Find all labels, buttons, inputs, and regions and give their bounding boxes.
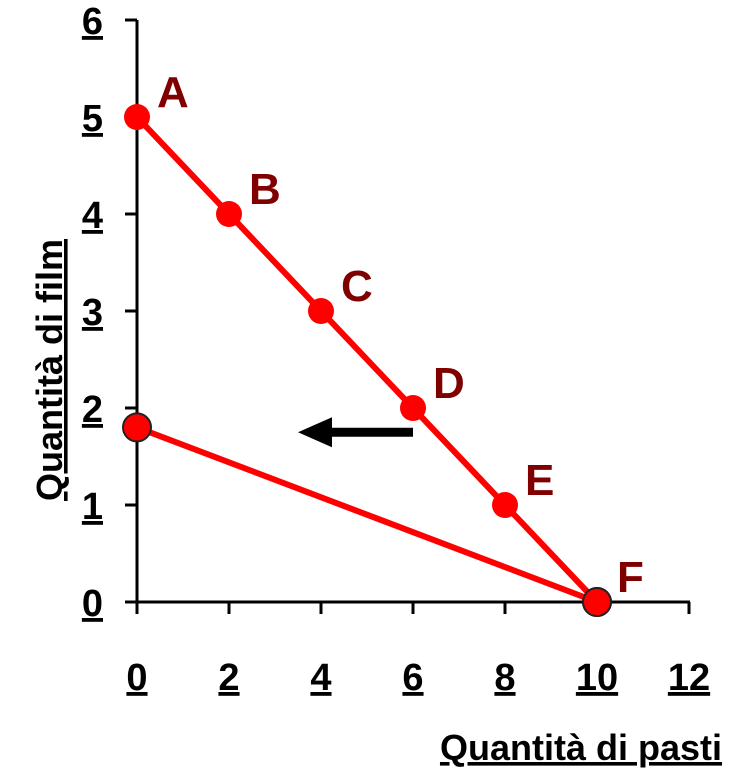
point-label: A (157, 68, 189, 117)
x-axis-title: Quantità di pasti (440, 727, 722, 768)
x-tick-label: 10 (576, 657, 618, 699)
y-axis-title: Quantità di film (29, 239, 70, 501)
x-tick-label: 12 (668, 657, 710, 699)
y-tick-label: 3 (82, 292, 103, 334)
shift-arrow-head (298, 417, 332, 448)
data-point (122, 412, 152, 443)
data-point (308, 298, 334, 324)
x-tick-label: 8 (494, 657, 515, 699)
y-tick-label: 2 (82, 389, 103, 431)
x-tick-label: 4 (310, 657, 331, 699)
x-tick-label: 6 (402, 657, 423, 699)
point-label: D (433, 359, 465, 408)
series-line (134, 114, 600, 605)
data-point (582, 587, 612, 617)
data-point (492, 492, 518, 518)
series-line (135, 424, 599, 605)
y-tick-label: 1 (82, 486, 103, 528)
data-point (124, 104, 150, 130)
x-tick-label: 0 (126, 657, 147, 699)
point-label: C (341, 262, 373, 311)
point-label: B (249, 165, 281, 214)
point-label: F (617, 553, 644, 602)
y-tick-label: 6 (82, 1, 103, 43)
y-tick-label: 5 (82, 98, 103, 140)
data-point (216, 201, 242, 227)
data-point (400, 395, 426, 421)
y-tick-label: 0 (82, 583, 103, 625)
x-tick-label: 2 (218, 657, 239, 699)
y-tick-label: 4 (82, 195, 103, 237)
point-label: E (525, 456, 554, 505)
